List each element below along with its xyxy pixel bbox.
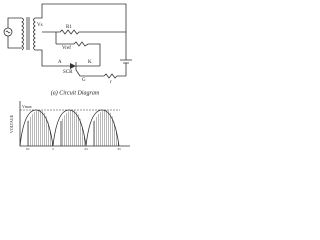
conduction-area: [28, 110, 119, 146]
label: K: [88, 60, 92, 65]
x-label: π: [52, 147, 54, 150]
caption: (a) Circuit Diagram: [51, 89, 100, 96]
wire: [7, 17, 22, 49]
firing-line: [27, 121, 95, 146]
peak-label: Vmax: [22, 104, 32, 109]
waveform: VOLTAGE Vmax θ1 π 2π 3π: [9, 101, 130, 150]
label: G: [82, 78, 86, 83]
label: Vs: [37, 23, 43, 28]
x-label: 2π: [84, 147, 88, 150]
secondary-coil: [33, 17, 36, 51]
wire: [75, 65, 100, 77]
battery: [120, 58, 132, 76]
label: Vref: [62, 46, 71, 51]
resistor-r: [100, 73, 126, 79]
x-label: 3π: [117, 147, 121, 150]
label: A: [58, 60, 62, 65]
resistor-vref: [56, 41, 101, 66]
resistor-r1: [42, 29, 126, 35]
primary-coil: [21, 17, 24, 51]
wire: [35, 3, 127, 67]
y-axis-label: VOLTAGE: [9, 114, 14, 133]
circuit: Vs R1 Vref A SCR K G r: [3, 3, 132, 85]
label: R1: [66, 25, 72, 30]
label: SCR: [63, 70, 73, 75]
rectified-wave: [19, 109, 120, 147]
diagram: Vs R1 Vref A SCR K G r (a) Circuit Diagr…: [3, 3, 132, 150]
scr-symbol: [70, 63, 76, 69]
sine-symbol: [5, 30, 11, 34]
x-label: θ1: [26, 147, 30, 150]
label: r: [110, 80, 112, 85]
